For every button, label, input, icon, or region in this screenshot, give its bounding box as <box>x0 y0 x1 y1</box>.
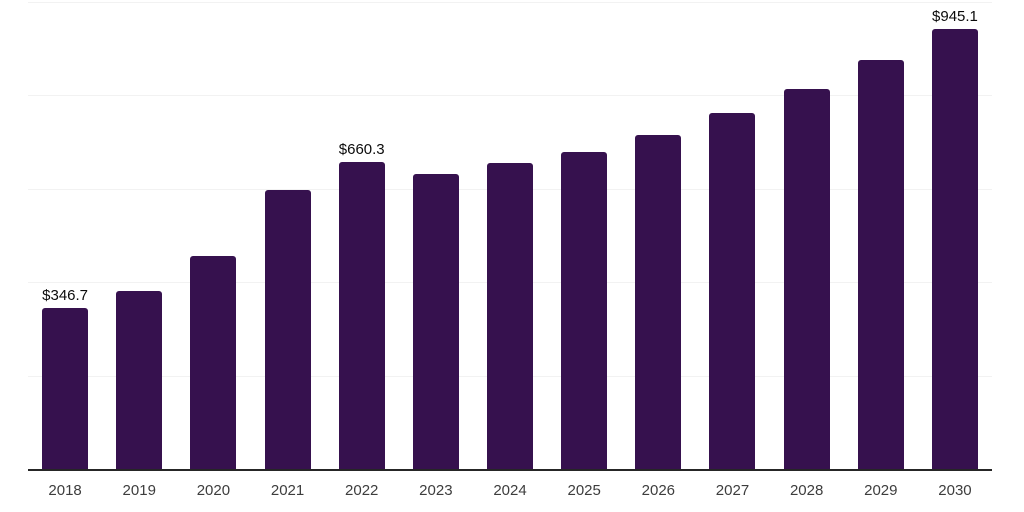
bar-band-2020 <box>176 3 250 470</box>
x-tick-label-2029: 2029 <box>864 482 898 499</box>
bar-2021 <box>264 190 311 470</box>
plot-area: $346.7 $660.3 $945.1 <box>28 2 992 471</box>
gridline-1000 <box>28 2 992 3</box>
bar-2020 <box>190 255 237 470</box>
x-tick-label-2019: 2019 <box>122 482 156 499</box>
bar-series: $346.7 $660.3 $945.1 <box>28 3 992 470</box>
bar-2028 <box>783 88 830 470</box>
gridline-800 <box>28 95 992 97</box>
bar-2027 <box>709 113 756 470</box>
bar-2030 <box>931 28 978 470</box>
x-tick-label-2028: 2028 <box>789 482 824 499</box>
x-tick-label-2026: 2026 <box>641 482 676 499</box>
x-tick-label-2018: 2018 <box>48 482 82 499</box>
bar-2022 <box>338 161 385 470</box>
bar-band-2018: $346.7 <box>28 3 102 470</box>
bar-band-2029 <box>844 3 918 470</box>
bar-band-2027 <box>695 3 769 470</box>
value-label-2018: $346.7 <box>42 287 89 305</box>
bar-band-2019 <box>102 3 176 470</box>
x-tick-label-2023: 2023 <box>419 482 453 499</box>
bar-band-2030: $945.1 <box>918 3 992 470</box>
x-tick-label-2022: 2022 <box>345 482 379 499</box>
bar-band-2028 <box>770 3 844 470</box>
value-label-2030: $945.1 <box>932 7 978 25</box>
bar-2019 <box>116 290 163 470</box>
bar-2026 <box>635 135 682 470</box>
bar-band-2023 <box>399 3 473 470</box>
x-axis-line <box>28 469 992 471</box>
x-tick-label-2020: 2020 <box>196 482 231 499</box>
x-tick-label-2027: 2027 <box>715 482 750 499</box>
bar-2025 <box>561 151 608 470</box>
x-axis-labels: 2018 2019 2020 2021 2022 2023 2024 2025 2026 2027… <box>28 483 992 499</box>
bar-2029 <box>857 59 904 470</box>
bar-2024 <box>487 162 534 470</box>
bar-band-2025 <box>547 3 621 470</box>
bar-2023 <box>412 174 459 470</box>
bar-band-2022: $660.3 <box>325 3 399 470</box>
bar-2018 <box>42 308 89 470</box>
x-tick-label-2024: 2024 <box>493 482 527 499</box>
bar-band-2021 <box>250 3 324 470</box>
x-tick-label-2030: 2030 <box>938 482 972 499</box>
x-tick-label-2021: 2021 <box>270 482 305 499</box>
bar-band-2026 <box>621 3 695 470</box>
x-tick-label-2025: 2025 <box>567 482 601 499</box>
bar-band-2024 <box>473 3 547 470</box>
value-label-2022: $660.3 <box>338 140 385 158</box>
